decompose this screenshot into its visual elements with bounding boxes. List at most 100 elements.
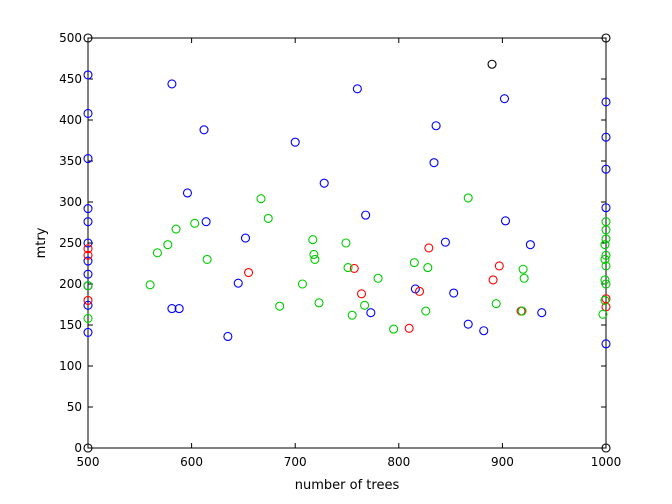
y-axis-label: mtry: [34, 227, 49, 258]
scatter-point: [517, 306, 527, 316]
scatter-point: [83, 70, 93, 80]
scatter-point: [601, 443, 611, 453]
scatter-point: [240, 233, 251, 243]
scatter-point: [409, 258, 419, 268]
scatter-point: [171, 224, 181, 234]
scatter-point: [601, 33, 611, 43]
scatter-point: [199, 125, 209, 135]
scatter-point: [601, 234, 611, 244]
scatter-point: [83, 217, 93, 227]
scatter-point: [500, 216, 511, 226]
scatter-point: [601, 132, 611, 142]
scatter-point: [601, 261, 611, 271]
scatter-point: [601, 217, 611, 227]
scatter-point: [601, 279, 611, 289]
x-axis-label: number of trees: [295, 478, 400, 493]
y-tick-label: 500: [59, 31, 82, 45]
scatter-point: [601, 302, 611, 312]
scatter-point: [310, 254, 320, 264]
scatter-point: [174, 304, 184, 314]
scatter-point: [275, 301, 285, 311]
scatter-point: [479, 326, 489, 336]
data-points: [83, 33, 611, 453]
scatter-point: [491, 299, 501, 309]
scatter-point: [319, 178, 329, 188]
scatter-point: [598, 309, 608, 319]
scatter-point: [494, 261, 504, 271]
plot-area-frame: [87, 37, 607, 449]
x-tick-label: 900: [491, 455, 514, 469]
x-tick-label: 700: [284, 455, 307, 469]
scatter-point: [601, 250, 611, 260]
x-tick-labels: 500 600 700 800 900 1000: [77, 455, 622, 469]
scatter-point: [600, 240, 610, 250]
scatter-point: [414, 286, 425, 296]
x-tick-label: 600: [180, 455, 203, 469]
scatter-point: [83, 108, 93, 118]
scatter-point: [314, 298, 324, 308]
scatter-point: [487, 59, 497, 69]
y-tick-label: 100: [59, 359, 82, 373]
scatter-point: [83, 256, 93, 266]
scatter-point: [518, 264, 528, 274]
scatter-point: [404, 323, 414, 333]
scatter-point: [201, 217, 211, 227]
y-tick-label: 350: [59, 154, 82, 168]
scatter-point: [145, 280, 155, 290]
scatter-point: [83, 281, 93, 291]
scatter-point: [600, 275, 610, 285]
scatter-point: [488, 275, 498, 285]
scatter-point: [83, 269, 93, 279]
scatter-point: [290, 137, 300, 147]
scatter-point: [202, 254, 212, 264]
x-tick-label: 500: [77, 455, 100, 469]
scatter-point: [431, 121, 441, 131]
scatter-point: [360, 300, 370, 310]
y-tick-label: 50: [67, 400, 82, 414]
y-tick-label: 200: [59, 277, 82, 291]
scatter-point: [297, 279, 308, 289]
scatter-point: [83, 250, 93, 260]
scatter-point: [83, 204, 93, 214]
scatter-point: [601, 164, 611, 174]
scatter-point: [601, 203, 611, 213]
scatter-point: [440, 237, 450, 247]
y-tick-label: 250: [59, 236, 82, 250]
scatter-point: [83, 443, 93, 453]
scatter-point: [347, 310, 357, 320]
scatter-point: [83, 327, 93, 337]
scatter-point: [83, 153, 93, 164]
scatter-point: [537, 308, 547, 318]
scatter-point: [366, 308, 376, 318]
scatter-point: [83, 295, 93, 305]
x-tick-label: 800: [387, 455, 410, 469]
scatter-point: [449, 288, 459, 298]
scatter-point: [256, 194, 266, 204]
scatter-point: [83, 313, 93, 323]
y-tick-label: 0: [74, 441, 82, 455]
y-tick-label: 300: [59, 195, 82, 209]
y-tick-labels: 0 50 100 150 200 250 300 350 400 450 500: [59, 31, 82, 455]
scatter-point: [356, 289, 367, 299]
y-tick-label: 150: [59, 318, 82, 332]
y-tick-label: 450: [59, 72, 82, 86]
scatter-point: [83, 33, 93, 43]
scatter-point: [389, 324, 399, 334]
scatter-point: [83, 238, 93, 248]
y-tick-label: 400: [59, 113, 82, 127]
scatter-point: [223, 331, 233, 342]
scatter-point: [601, 97, 611, 107]
scatter-point: [424, 243, 434, 253]
scatter-point: [349, 263, 359, 273]
scatter-point: [152, 248, 162, 258]
scatter-point: [190, 218, 200, 228]
scatter-point: [525, 240, 535, 250]
scatter-point: [83, 244, 93, 254]
scatter-point: [182, 188, 193, 198]
scatter-point: [308, 235, 318, 245]
scatter-point: [263, 213, 273, 223]
scatter-point: [163, 240, 173, 250]
scatter-point: [463, 319, 473, 329]
scatter-point: [601, 339, 611, 349]
